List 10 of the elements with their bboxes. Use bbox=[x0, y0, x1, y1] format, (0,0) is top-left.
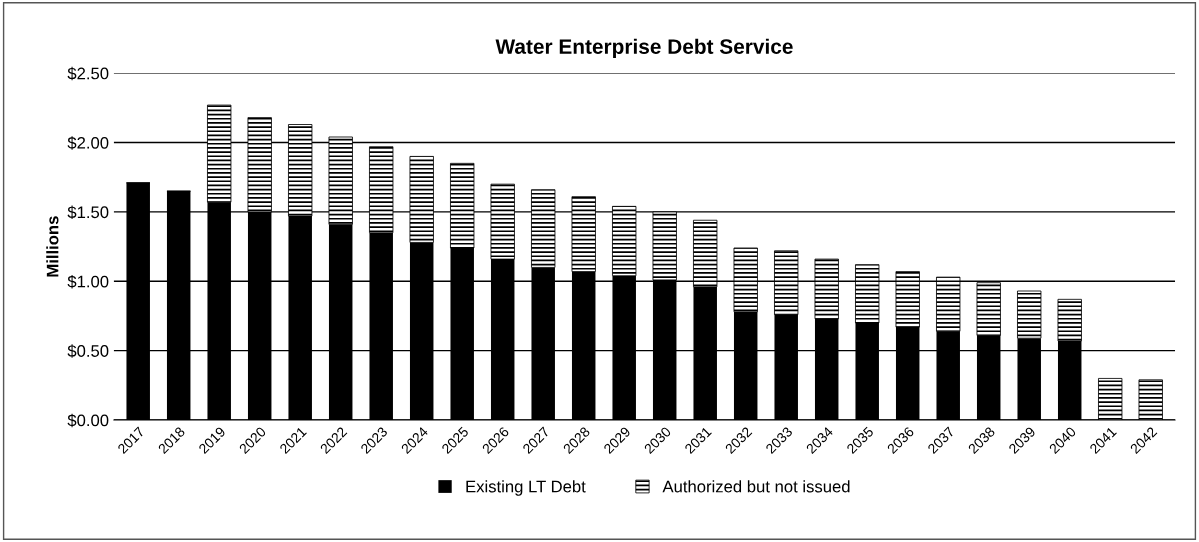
legend-label: Existing LT Debt bbox=[466, 480, 586, 496]
y-tick-label: $2.00 bbox=[67, 136, 109, 150]
y-tick-label: $1.50 bbox=[67, 205, 109, 220]
y-tick-label: $0.50 bbox=[67, 344, 109, 358]
y-axis-title: Millions bbox=[46, 216, 59, 277]
chart-title: Water Enterprise Debt Service bbox=[495, 38, 793, 59]
legend-label: Authorized but not issued bbox=[662, 480, 850, 493]
y-tick-label: $1.00 bbox=[67, 275, 109, 289]
y-tick-label: $2.50 bbox=[67, 66, 109, 81]
y-tick-label: $0.00 bbox=[67, 413, 109, 428]
